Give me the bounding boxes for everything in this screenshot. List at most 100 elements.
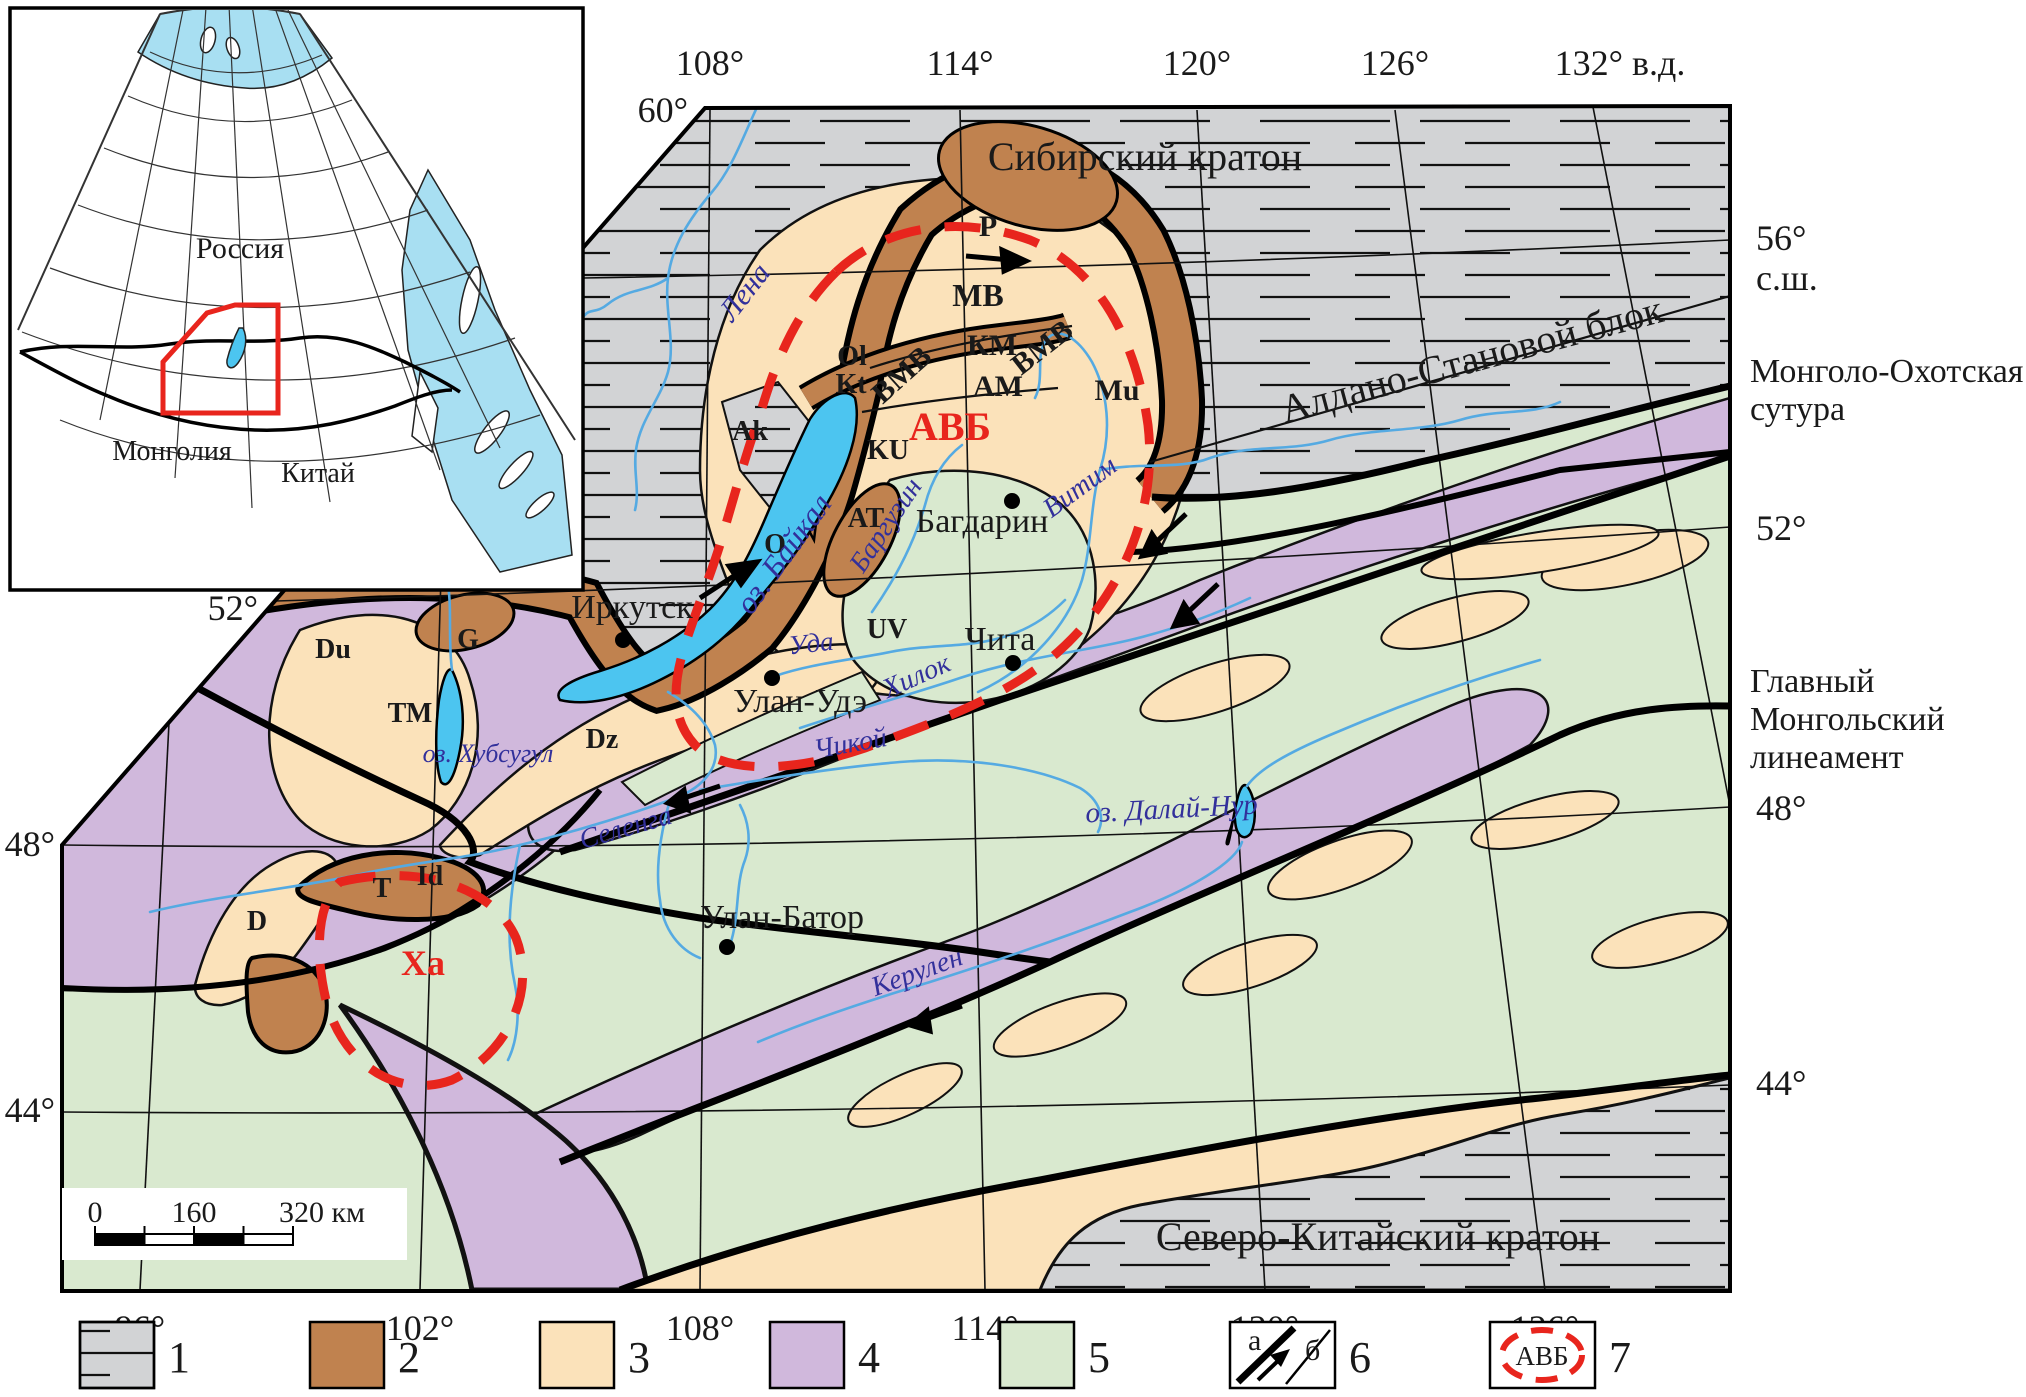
legend-num-3: 3 — [628, 1333, 650, 1382]
water-hovsgol: оз. Хубсугул — [423, 739, 554, 768]
axis-top-108: 108° — [676, 43, 744, 83]
city-ulan-bator: Улан-Батор — [700, 899, 864, 936]
ha-outline — [314, 871, 528, 1090]
terrane-KM: КМ — [967, 329, 1017, 362]
inset-mongolia: Монголия — [112, 436, 232, 467]
river-selenga — [148, 690, 718, 914]
terrane-O: О — [764, 529, 786, 560]
axis-top-120: 120° — [1163, 43, 1231, 83]
legend-swatch-7: АВБ — [1488, 1320, 1597, 1390]
batholith-outlines — [314, 222, 1155, 1090]
terrane-Kt: Kt — [835, 369, 867, 400]
label-lineament-1: Главный — [1750, 663, 1874, 700]
lake-baikal — [557, 391, 859, 704]
map-border — [60, 103, 1732, 1293]
city-irkutsk: Иркутск — [571, 589, 693, 626]
terrane-Dz: Dz — [586, 724, 619, 755]
water-uda: Уда — [787, 626, 835, 661]
legend-num-2: 2 — [398, 1333, 420, 1382]
label-suture-2: сутура — [1750, 391, 1845, 428]
axis-right-nlat: с.ш. — [1756, 258, 1818, 298]
terrane-Id: Id — [417, 861, 444, 892]
north-china-craton-hatch — [1040, 1078, 1730, 1290]
legend-swatch-3 — [538, 1320, 616, 1390]
terrane-G: G — [457, 624, 479, 655]
axis-right-44: 44° — [1756, 1063, 1806, 1103]
terrane-KU: KU — [867, 435, 909, 466]
fault-arrows — [662, 245, 1220, 1035]
city-ulan-ude: Улан-Удэ — [733, 683, 867, 720]
terrane-D: D — [247, 906, 267, 937]
terrane-MV: МВ — [952, 277, 1004, 313]
legend-avb: АВБ — [1515, 1341, 1568, 1371]
legend-swatch-2 — [308, 1320, 386, 1390]
label-avb: АВБ — [909, 404, 991, 449]
terrane-AT: АТ — [848, 503, 885, 534]
axis-top-114: 114° — [926, 43, 993, 83]
axis-bottom-108: 108° — [666, 1308, 734, 1348]
terrane-Ol: Ol — [837, 341, 867, 372]
city-dots — [615, 493, 1021, 955]
terrane-AM: АМ — [973, 370, 1023, 403]
label-north-china: Северо-Китайский кратон — [1156, 1214, 1600, 1259]
terrane-TM: ТМ — [388, 698, 433, 729]
river-vitim — [976, 332, 1109, 694]
axis-top-132: 132° в.д. — [1555, 43, 1686, 83]
lake-dalai-nur — [1225, 783, 1256, 846]
label-siberian-craton: Сибирский кратон — [988, 134, 1302, 179]
inset-china: Китай — [281, 458, 355, 489]
lake-hovsgol — [434, 668, 465, 786]
label-ha: Ха — [401, 943, 445, 983]
axis-right-56: 56° — [1756, 218, 1806, 258]
terrane-T: Т — [373, 873, 392, 904]
avb-outline — [671, 222, 1155, 772]
river-kerulen — [756, 840, 1244, 1044]
axis-left-48: 48° — [5, 824, 55, 864]
inset-baikal — [226, 327, 247, 369]
legend-swatch-5 — [998, 1320, 1076, 1390]
legend-num-5: 5 — [1088, 1333, 1110, 1382]
siberian-craton-hatch — [275, 106, 1730, 688]
city-bagdarin: Багдарин — [916, 503, 1049, 540]
map-labels: 108° 114° 120° 126° 132° в.д. 96° 102° 1… — [5, 43, 2024, 1348]
river-uda — [773, 598, 1067, 678]
axis-bottom-102: 102° — [386, 1308, 454, 1348]
legend-fault-a: а — [1248, 1324, 1261, 1357]
river-barguzin — [870, 443, 964, 614]
legend-swatch-4 — [768, 1320, 846, 1390]
inset-graticule — [17, 10, 576, 509]
rivers — [148, 106, 1562, 1062]
graticule — [62, 106, 1730, 1291]
axis-left-52: 52° — [208, 588, 258, 628]
legend-num-4: 4 — [858, 1333, 880, 1382]
city-chita: Чита — [965, 621, 1036, 658]
legend-num-6: 6 — [1349, 1333, 1371, 1382]
inset-map: Россия Монголия Китай — [8, 6, 585, 592]
thick-faults — [62, 382, 1730, 1291]
legend-num-7: 7 — [1609, 1333, 1631, 1382]
axis-top-126: 126° — [1361, 43, 1429, 83]
lakes — [434, 391, 1256, 846]
terrane-P: P — [979, 210, 997, 243]
inset-study-area — [160, 302, 281, 416]
river-lena — [633, 106, 765, 512]
axis-left-44: 44° — [5, 1090, 55, 1130]
terrane-UV: UV — [867, 614, 907, 645]
river-chikoy — [698, 759, 1103, 834]
terrane-Mu: Mu — [1095, 374, 1140, 407]
scale-0: 0 — [88, 1196, 103, 1229]
legend-fault-b: б — [1305, 1334, 1320, 1367]
scale-160: 160 — [172, 1196, 217, 1229]
axis-left-60: 60° — [638, 90, 688, 130]
legend: 1 2 3 4 5 а б 6 АВБ 7 — [78, 1320, 1631, 1390]
label-suture-1: Монголо-Охотская — [1750, 353, 2024, 390]
axis-right-48: 48° — [1756, 788, 1806, 828]
label-lineament-3: линеамент — [1750, 739, 1904, 776]
label-lineament-2: Монгольский — [1750, 701, 1945, 738]
legend-swatch-6: а б — [1228, 1320, 1337, 1390]
axis-right-52: 52° — [1756, 508, 1806, 548]
legend-num-1: 1 — [168, 1333, 190, 1382]
